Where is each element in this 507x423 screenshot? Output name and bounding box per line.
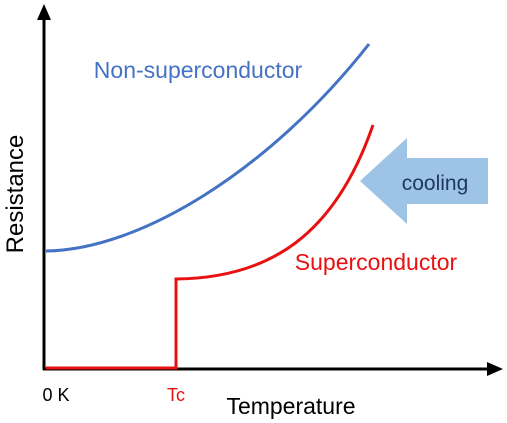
non-superconductor-label: Non-superconductor [94,57,303,83]
origin-label: 0 K [42,385,69,405]
x-axis-label: Temperature [226,393,355,419]
x-axis-arrowhead [487,362,503,376]
non-superconductor-curve [45,43,371,253]
y-axis-label: Resistance [2,135,29,254]
superconductor-curve [46,124,375,370]
superconductor-label: Superconductor [295,249,458,275]
cooling-arrow-label: cooling [402,172,469,195]
tc-label: Tc [167,385,185,405]
y-axis-arrowhead [37,4,51,20]
cooling-arrow [360,138,488,224]
